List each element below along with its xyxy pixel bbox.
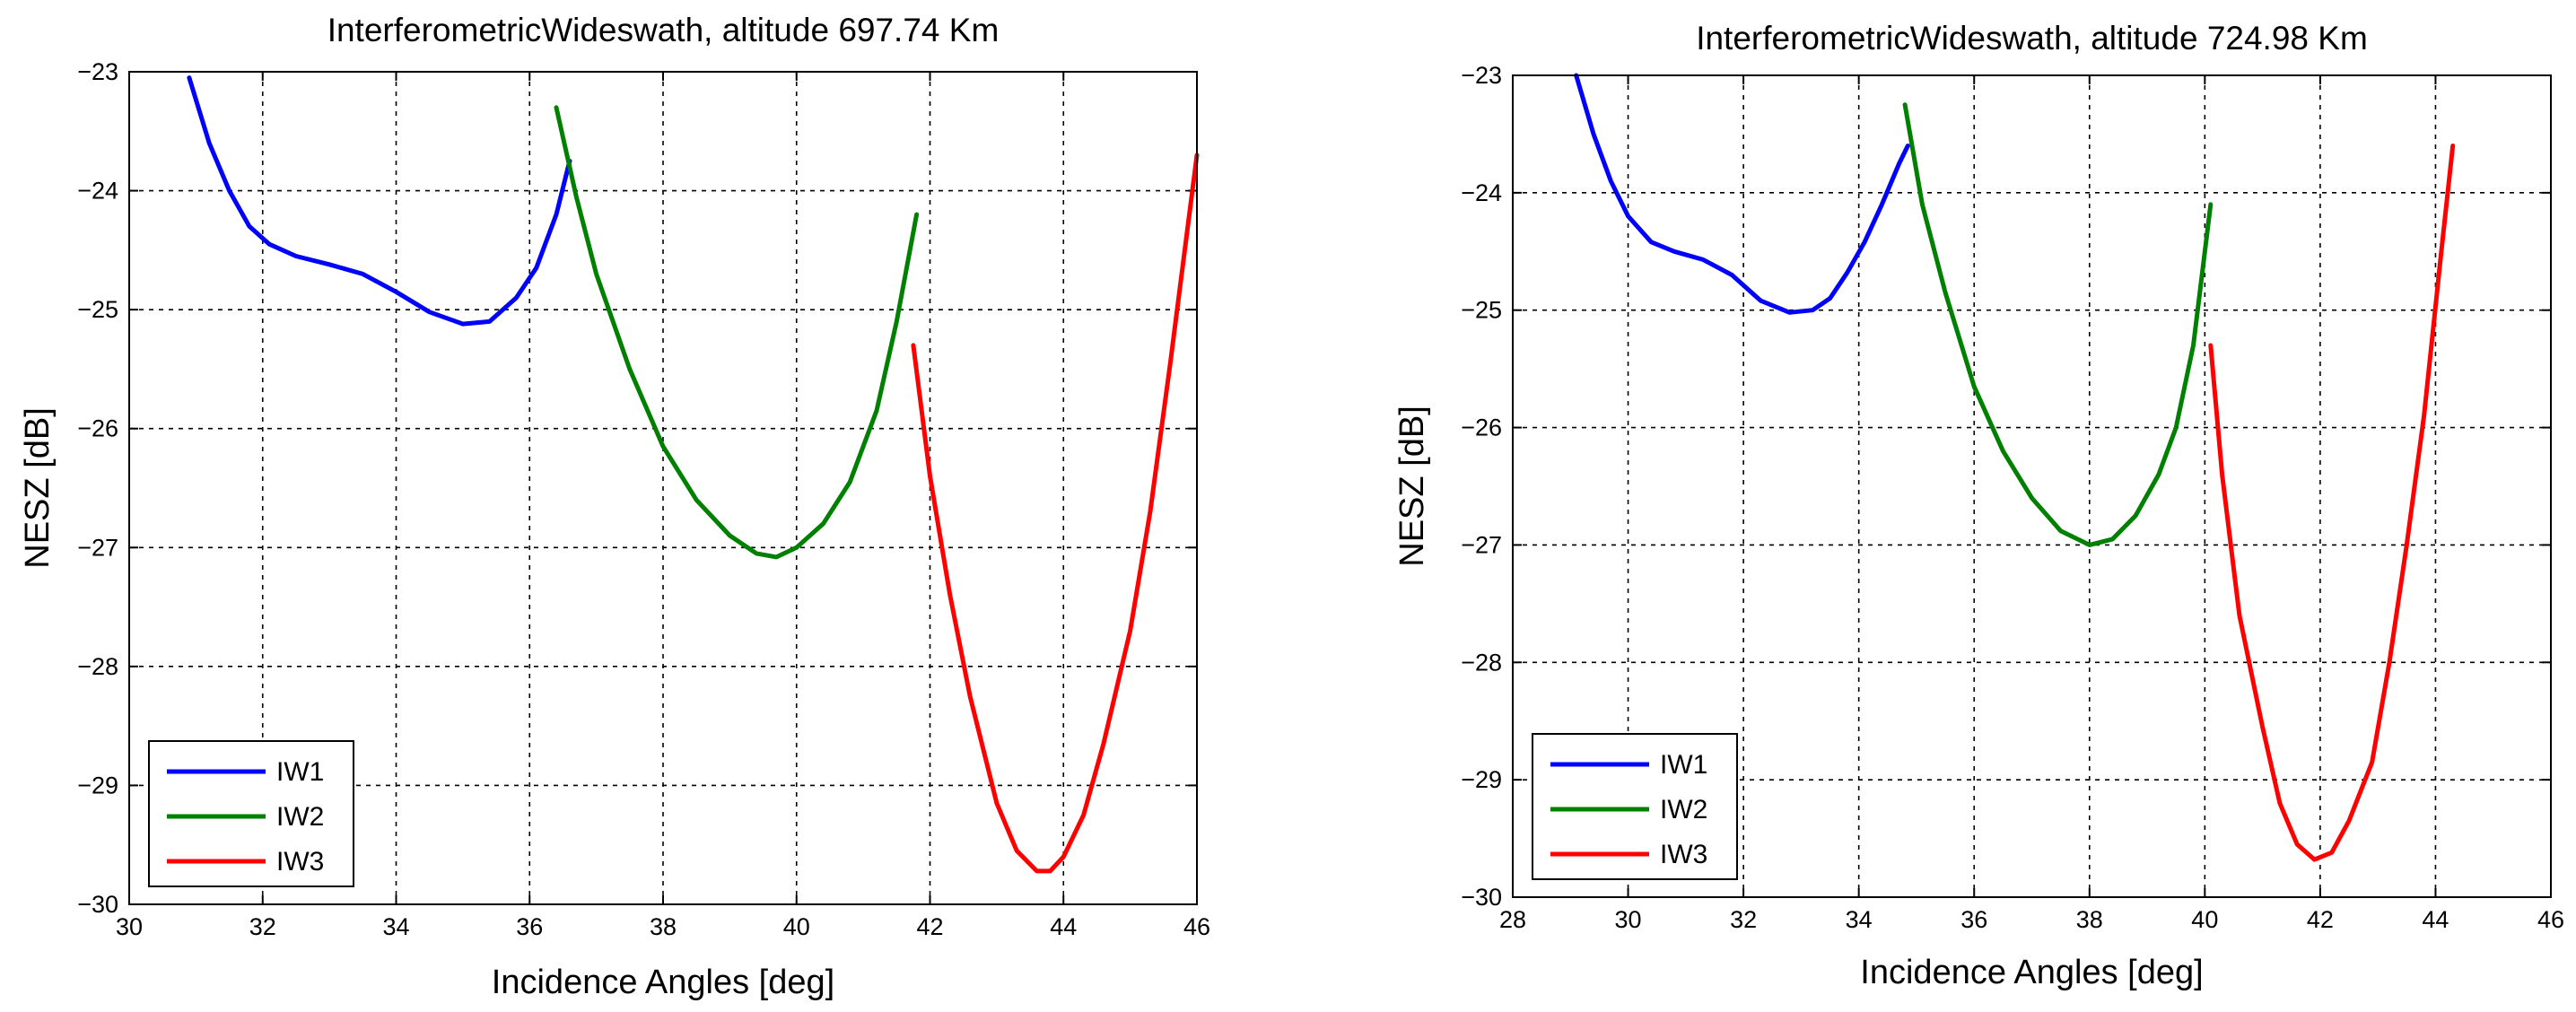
chart1-legend-label-iw1: IW1: [276, 757, 324, 787]
chart1-y-tick-label: −27: [77, 534, 118, 561]
chart2-legend-label-iw1: IW1: [1660, 750, 1707, 780]
chart1-x-tick-label: 46: [1183, 913, 1210, 940]
chart2-x-tick-label: 42: [2307, 906, 2334, 933]
chart2-x-tick-label: 36: [1960, 906, 1987, 933]
chart1-x-tick-label: 40: [783, 913, 810, 940]
chart1-x-tick-label: 34: [382, 913, 409, 940]
chart1-series-iw2-line: [554, 105, 920, 560]
chart2-legend-label-iw2: IW2: [1660, 795, 1707, 824]
chart1-series-iw1-line: [187, 75, 572, 327]
chart1-y-tick-label: −29: [77, 772, 118, 798]
chart2-x-tick-label: 40: [2191, 906, 2218, 933]
chart2-axes-box: [1512, 74, 2552, 898]
chart2-series-iw3-line: [2208, 144, 2456, 862]
chart2-x-tick-label: 32: [1730, 906, 1757, 933]
chart2-legend-label-iw3: IW3: [1660, 840, 1707, 869]
chart1-x-axis-label: Incidence Angles [deg]: [492, 964, 834, 1001]
chart2-x-tick-label: 44: [2422, 906, 2449, 933]
chart1-x-tick-label: 36: [516, 913, 543, 940]
chart1-title: InterferometricWideswath, altitude 697.7…: [327, 12, 1000, 48]
chart2-series-iw2-line: [1902, 102, 2214, 547]
chart1-panel: 30 32 34 36 38 40 42 44 46 −23 −24 −25 −26 −27 −28 −29 −…: [19, 12, 1210, 1001]
chart1-legend-label-iw3: IW3: [276, 847, 324, 877]
chart1-y-tick-label: −23: [77, 58, 118, 85]
chart2-y-tick-label: −26: [1461, 414, 1502, 441]
chart2-y-tick-label: −28: [1461, 649, 1502, 676]
chart1-y-tick-label: −30: [77, 891, 118, 918]
chart1-y-tick-label: −25: [77, 296, 118, 323]
chart2-y-tick-label: −25: [1461, 297, 1502, 324]
chart1-series-iw3-line: [911, 153, 1200, 874]
chart2-series-iw1-line: [1574, 73, 1910, 315]
chart1-x-tick-label: 32: [249, 913, 276, 940]
chart1-y-tick-label: −24: [77, 178, 118, 205]
chart1-y-tick-label: −26: [77, 415, 118, 442]
chart1-x-tick-label: 38: [650, 913, 677, 940]
chart2-y-tick-label: −30: [1461, 884, 1502, 911]
chart2-y-axis-label: NESZ [dB]: [1393, 406, 1431, 567]
chart1-y-tick-label: −28: [77, 653, 118, 680]
chart2-panel: 28 30 32 34 36 38 40 42 44 46 −23 −24 −25 −26 −27 −28 −2…: [1393, 20, 2564, 991]
chart2-title: InterferometricWideswath, altitude 724.9…: [1696, 20, 2368, 57]
chart2-x-tick-label: 46: [2537, 906, 2564, 933]
chart2-x-tick-label: 34: [1846, 906, 1873, 933]
chart2-x-tick-label: 28: [1499, 906, 1526, 933]
chart2-x-tick-label: 30: [1615, 906, 1642, 933]
chart1-legend: IW1 IW2 IW3: [148, 740, 354, 887]
chart2-x-axis-label: Incidence Angles [deg]: [1860, 954, 2203, 991]
chart1-x-tick-label: 30: [116, 913, 143, 940]
chart2-y-tick-label: −23: [1461, 62, 1502, 89]
chart2-x-tick-label: 38: [2076, 906, 2103, 933]
chart2-y-tick-label: −24: [1461, 179, 1502, 206]
chart2-legend: IW1 IW2 IW3: [1532, 733, 1738, 880]
chart1-x-tick-label: 44: [1050, 913, 1077, 940]
chart2-y-tick-label: −27: [1461, 531, 1502, 558]
chart2-y-tick-label: −29: [1461, 766, 1502, 793]
chart1-legend-label-iw2: IW2: [276, 802, 324, 832]
chart1-y-axis-label: NESZ [dB]: [19, 407, 57, 569]
chart1-axes-box: [128, 71, 1198, 905]
chart1-x-tick-label: 42: [916, 913, 943, 940]
